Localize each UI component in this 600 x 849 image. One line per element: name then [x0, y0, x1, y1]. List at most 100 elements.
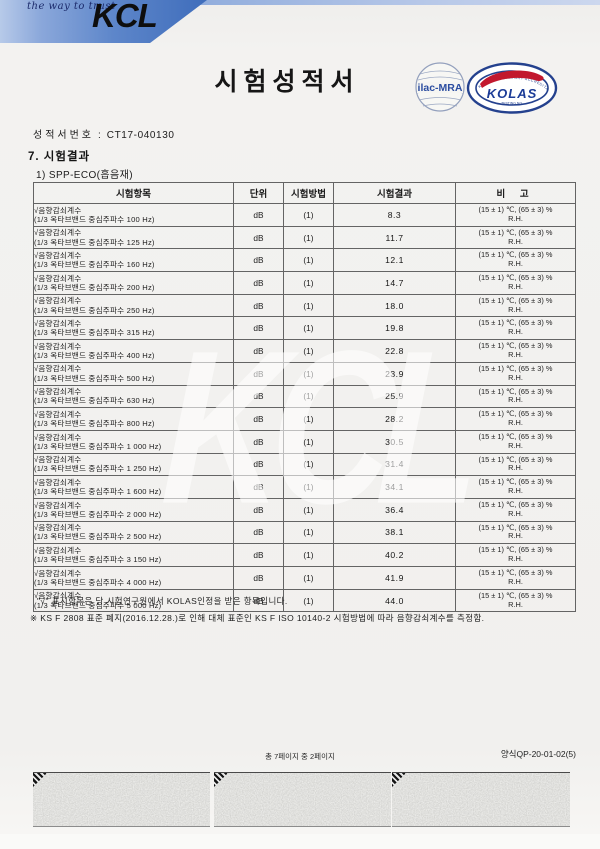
test-item-cell: √음향감쇠계수 (1/3 옥타브밴드 중심주파수 3 150 Hz): [33, 543, 234, 567]
svg-text:KOLAS: KOLAS: [487, 86, 538, 101]
test-item-name: √음향감쇠계수: [34, 455, 82, 465]
remark-conditions: (15 ± 1) ℃, (65 ± 3) %: [478, 318, 553, 328]
test-item-cell: √음향감쇠계수 (1/3 옥타브밴드 중심주파수 125 Hz): [33, 225, 234, 250]
test-item-cell: √음향감쇠계수 (1/3 옥타브밴드 중심주파수 250 Hz): [33, 293, 234, 318]
test-item-detail: (1/3 옥타브밴드 중심주파수 3 150 Hz): [34, 555, 162, 565]
remark-cell: (15 ± 1) ℃, (65 ± 3) % R.H.: [455, 407, 576, 431]
result-cell: 40.2: [333, 543, 456, 567]
unit-cell: dB: [233, 497, 284, 522]
results-table: 시험항목 단위 시험방법 시험결과 비 고 √음향감쇠계수 (1/3 옥타브밴드…: [33, 182, 576, 613]
remark-rh: R.H.: [508, 372, 523, 382]
remark-rh: R.H.: [508, 304, 523, 314]
kolas-logo: KOREA LABORATORY ACCREDITATION SCHEME KO…: [464, 59, 558, 119]
remark-rh: R.H.: [508, 259, 523, 269]
test-item-name: √음향감쇠계수: [34, 341, 82, 351]
page-bottom-margin: [0, 834, 600, 849]
result-cell: 41.9: [333, 566, 456, 590]
remark-rh: R.H.: [508, 236, 523, 246]
test-item-detail: (1/3 옥타브밴드 중심주파수 315 Hz): [34, 328, 155, 338]
table-row: √음향감쇠계수 (1/3 옥타브밴드 중심주파수 1 000 Hz) dB (1…: [33, 429, 576, 454]
result-cell: 25.9: [333, 384, 456, 409]
test-item-name: √음향감쇠계수: [34, 591, 82, 601]
table-row: √음향감쇠계수 (1/3 옥타브밴드 중심주파수 3 150 Hz) dB (1…: [33, 543, 576, 567]
result-cell: 18.0: [333, 293, 456, 318]
col-header-remark: 비 고: [455, 182, 576, 204]
test-item-detail: (1/3 옥타브밴드 중심주파수 630 Hz): [34, 396, 155, 406]
method-cell: (1): [283, 520, 334, 545]
test-item-detail: (1/3 옥타브밴드 중심주파수 800 Hz): [34, 419, 155, 429]
table-row: √음향감쇠계수 (1/3 옥타브밴드 중심주파수 4 000 Hz) dB (1…: [33, 566, 576, 590]
unit-cell: dB: [233, 361, 284, 386]
test-item-name: √음향감쇠계수: [34, 251, 82, 261]
test-item-name: √음향감쇠계수: [34, 523, 82, 533]
remark-conditions: (15 ± 1) ℃, (65 ± 3) %: [478, 499, 553, 509]
test-item-name: √음향감쇠계수: [34, 409, 82, 419]
unit-cell: dB: [233, 225, 284, 250]
result-cell: 31.4: [333, 452, 456, 477]
test-item-name: √음향감쇠계수: [34, 387, 82, 397]
remark-cell: (15 ± 1) ℃, (65 ± 3) % R.H.: [455, 429, 576, 454]
unit-cell: dB: [233, 407, 284, 431]
result-cell: 34.1: [333, 475, 456, 499]
method-cell: (1): [283, 271, 334, 295]
remark-rh: R.H.: [508, 531, 523, 541]
header-band-strip: [0, 0, 600, 5]
report-number: 성적서번호: CT17-040130: [33, 126, 175, 141]
method-cell: (1): [283, 384, 334, 409]
remark-conditions: (15 ± 1) ℃, (65 ± 3) %: [478, 341, 553, 351]
remark-rh: R.H.: [508, 327, 523, 337]
col-header-test-item: 시험항목: [33, 182, 234, 204]
remark-conditions: (15 ± 1) ℃, (65 ± 3) %: [478, 454, 553, 464]
method-cell: (1): [283, 339, 334, 363]
section-heading: 7. 시험결과: [28, 151, 91, 163]
remark-rh: R.H.: [508, 395, 523, 405]
test-item-cell: √음향감쇠계수 (1/3 옥타브밴드 중심주파수 2 000 Hz): [33, 497, 234, 522]
test-item-name: √음향감쇠계수: [34, 205, 82, 215]
table-header-row: 시험항목 단위 시험방법 시험결과 비 고: [33, 182, 576, 204]
result-cell: 38.1: [333, 520, 456, 545]
subsection-heading: 1) SPP-ECO(흡음재): [36, 170, 133, 181]
remark-conditions: (15 ± 1) ℃, (65 ± 3) %: [478, 568, 553, 578]
test-item-cell: √음향감쇠계수 (1/3 옥타브밴드 중심주파수 1 600 Hz): [33, 475, 234, 499]
method-cell: (1): [283, 543, 334, 567]
test-item-detail: (1/3 옥타브밴드 중심주파수 2 500 Hz): [34, 532, 162, 542]
remark-cell: (15 ± 1) ℃, (65 ± 3) % R.H.: [455, 520, 576, 545]
page-title: 시험성적서: [214, 68, 360, 96]
remark-cell: (15 ± 1) ℃, (65 ± 3) % R.H.: [455, 339, 576, 363]
report-number-value: CT17-040130: [106, 130, 175, 141]
method-cell: (1): [283, 566, 334, 590]
test-item-name: √음향감쇠계수: [34, 364, 82, 374]
remark-conditions: (15 ± 1) ℃, (65 ± 3) %: [478, 386, 553, 396]
remark-cell: (15 ± 1) ℃, (65 ± 3) % R.H.: [455, 475, 576, 499]
test-item-name: √음향감쇠계수: [34, 568, 82, 578]
test-item-cell: √음향감쇠계수 (1/3 옥타브밴드 중심주파수 200 Hz): [33, 271, 234, 295]
test-item-detail: (1/3 옥타브밴드 중심주파수 4 000 Hz): [34, 577, 162, 587]
svg-text:ilac-MRA: ilac-MRA: [418, 82, 463, 94]
test-item-name: √음향감쇠계수: [34, 432, 82, 442]
remark-cell: (15 ± 1) ℃, (65 ± 3) % R.H.: [455, 588, 576, 613]
ilac-mra-logo: ilac-MRA: [414, 60, 466, 119]
result-cell: 22.8: [333, 339, 456, 363]
test-item-detail: (1/3 옥타브밴드 중심주파수 1 000 Hz): [34, 441, 162, 451]
test-item-name: √음향감쇠계수: [34, 228, 82, 238]
remark-conditions: (15 ± 1) ℃, (65 ± 3) %: [478, 590, 553, 600]
result-cell: 12.1: [333, 248, 456, 273]
remark-cell: (15 ± 1) ℃, (65 ± 3) % R.H.: [455, 316, 576, 341]
remark-rh: R.H.: [508, 463, 523, 473]
remark-conditions: (15 ± 1) ℃, (65 ± 3) %: [478, 273, 553, 283]
remark-conditions: (15 ± 1) ℃, (65 ± 3) %: [478, 295, 553, 305]
table-row: √음향감쇠계수 (1/3 옥타브밴드 중심주파수 250 Hz) dB (1) …: [33, 293, 576, 318]
table-row: √음향감쇠계수 (1/3 옥타브밴드 중심주파수 200 Hz) dB (1) …: [33, 271, 576, 295]
test-item-detail: (1/3 옥타브밴드 중심주파수 5 000 Hz): [34, 600, 162, 610]
col-header-unit: 단위: [233, 182, 284, 204]
table-row: √음향감쇠계수 (1/3 옥타브밴드 중심주파수 1 250 Hz) dB (1…: [33, 452, 576, 477]
test-item-detail: (1/3 옥타브밴드 중심주파수 500 Hz): [34, 373, 155, 383]
results-table-body: √음향감쇠계수 (1/3 옥타브밴드 중심주파수 100 Hz) dB (1) …: [33, 203, 576, 613]
form-number: 양식QP-20-01-02(5): [500, 749, 576, 759]
result-cell: 23.9: [333, 361, 456, 386]
table-row: √음향감쇠계수 (1/3 옥타브밴드 중심주파수 160 Hz) dB (1) …: [33, 248, 576, 273]
table-row: √음향감쇠계수 (1/3 옥타브밴드 중심주파수 800 Hz) dB (1) …: [33, 407, 576, 431]
method-cell: (1): [283, 293, 334, 318]
remark-rh: R.H.: [508, 554, 523, 564]
test-item-detail: (1/3 옥타브밴드 중심주파수 100 Hz): [34, 214, 155, 224]
